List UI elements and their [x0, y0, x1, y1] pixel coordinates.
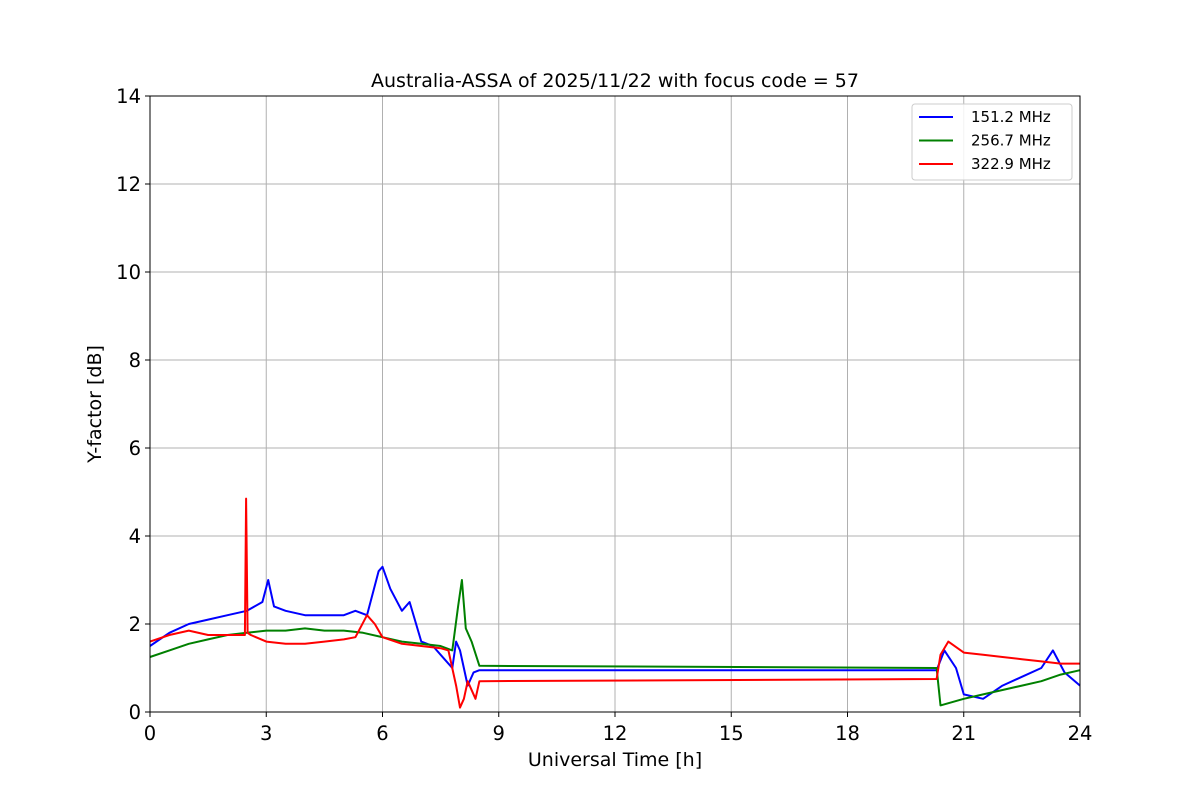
- series-group: [149, 497, 1081, 709]
- x-tick-label: 0: [144, 722, 156, 745]
- legend-box: [911, 103, 1073, 181]
- x-tick-label: 18: [835, 722, 860, 745]
- x-tick-label: 21: [951, 722, 976, 745]
- y-tick-label: 8: [129, 349, 141, 372]
- y-tick-label: 0: [129, 701, 141, 724]
- y-tick-label: 12: [116, 173, 141, 196]
- x-tick-label: 12: [603, 722, 628, 745]
- y-tick-label: 6: [129, 437, 141, 460]
- x-tick-label: 9: [493, 722, 505, 745]
- chart-title: Australia-ASSA of 2025/11/22 with focus …: [371, 70, 859, 92]
- legend-label-2: 256.7 MHz: [971, 132, 1051, 150]
- legend: 151.2 MHz 256.7 MHz 322.9 MHz: [911, 103, 1073, 181]
- legend-label-3: 322.9 MHz: [971, 155, 1051, 173]
- x-axis-label: Universal Time [h]: [528, 749, 702, 771]
- y-tick-label: 2: [129, 613, 141, 636]
- x-tick-label: 3: [260, 722, 272, 745]
- x-tick-label: 24: [1068, 722, 1093, 745]
- y-axis-label: Y-factor [dB]: [84, 345, 106, 464]
- x-tick-label: 6: [376, 722, 388, 745]
- y-tick-label: 14: [116, 85, 141, 108]
- y-tick-label: 10: [116, 261, 141, 284]
- series-line-3: [149, 497, 1080, 709]
- y-tick-label: 4: [129, 525, 141, 548]
- legend-label-1: 151.2 MHz: [971, 108, 1051, 126]
- x-tick-label: 15: [719, 722, 744, 745]
- grid: [149, 95, 1081, 713]
